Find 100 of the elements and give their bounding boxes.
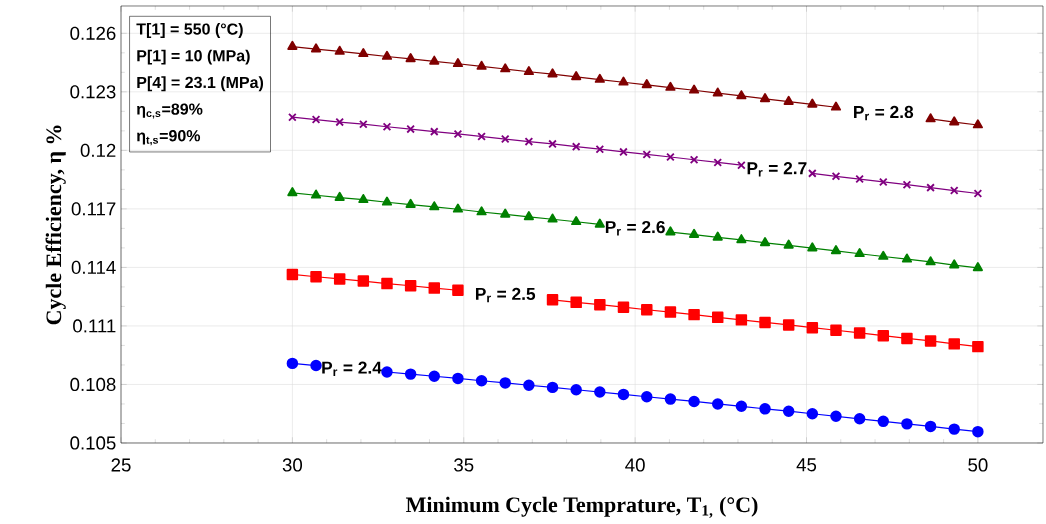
point (404, 280, 417, 292)
point (665, 81, 676, 91)
point (689, 155, 699, 165)
annotation: P[4] = 23.1 (MPa) (137, 76, 264, 92)
point (925, 256, 936, 266)
point (452, 58, 464, 68)
point (381, 366, 393, 378)
point (830, 324, 842, 336)
point (712, 87, 723, 97)
point (901, 332, 913, 345)
point (925, 113, 936, 123)
point (831, 171, 841, 181)
point (902, 180, 912, 190)
point (642, 150, 652, 159)
point (854, 248, 865, 258)
point (713, 158, 723, 167)
point (711, 311, 724, 324)
point (948, 423, 960, 435)
point (570, 383, 582, 396)
point (475, 375, 488, 387)
point (830, 101, 842, 111)
series-label: P$_{r}$ = 2.4 (322, 361, 382, 377)
point (855, 174, 864, 184)
point (358, 48, 369, 58)
point (972, 425, 984, 438)
point (334, 45, 345, 55)
point (664, 393, 677, 405)
point (594, 73, 605, 83)
point (452, 203, 464, 213)
point (547, 213, 558, 223)
point (381, 196, 393, 206)
point (759, 93, 771, 103)
point (759, 237, 771, 247)
point (972, 119, 983, 129)
point (404, 368, 417, 380)
point (666, 152, 675, 162)
point (759, 316, 771, 329)
point (571, 216, 582, 226)
point (901, 418, 913, 430)
annotation: η$_{c,s}$=89% (137, 103, 203, 119)
point (949, 186, 959, 195)
point (617, 301, 630, 313)
point (429, 201, 440, 211)
point (476, 60, 487, 70)
point (453, 129, 463, 139)
point (735, 314, 748, 326)
point (830, 245, 842, 255)
y-tick-label: 0.123 (70, 85, 116, 99)
series-label: P$_{r}$ = 2.6 (605, 220, 665, 236)
point (688, 308, 700, 321)
point (310, 43, 322, 53)
x-tick-label: 30 (282, 458, 303, 472)
point (972, 262, 983, 272)
x-tick-label: 50 (968, 458, 988, 472)
point (359, 119, 368, 129)
series-label: P$_{r}$ = 2.8 (854, 105, 914, 121)
point (901, 253, 913, 263)
point (949, 259, 960, 269)
x-tick-label: 35 (454, 458, 474, 472)
point (429, 127, 439, 136)
y-tick-label: 0.126 (70, 26, 116, 40)
point (783, 239, 794, 249)
point (335, 117, 345, 127)
point (618, 76, 629, 86)
point (500, 63, 511, 73)
point (782, 319, 795, 331)
point (523, 66, 534, 76)
series-label: P$_{r}$ = 2.7 (747, 162, 807, 177)
point (853, 413, 866, 425)
point (405, 53, 416, 63)
point (310, 271, 322, 283)
point (736, 90, 747, 100)
point (476, 206, 487, 216)
y-tick-label: 0.114 (71, 260, 116, 275)
point (310, 359, 322, 372)
point (499, 377, 511, 389)
point (452, 372, 464, 385)
point (358, 193, 369, 204)
point (286, 268, 299, 281)
point (665, 226, 676, 236)
point (381, 50, 393, 60)
point (924, 420, 937, 433)
point (877, 329, 890, 342)
point (641, 304, 653, 316)
point (949, 116, 960, 126)
point (924, 335, 937, 347)
x-tick-label: 25 (111, 458, 131, 472)
point (594, 298, 606, 311)
point (737, 160, 746, 170)
point (664, 306, 677, 318)
annotation: P[1] = 10 (MPa) (137, 49, 250, 65)
point (926, 183, 935, 192)
point (310, 189, 322, 199)
point (641, 391, 653, 403)
y-tick-label: 0.108 (70, 377, 116, 392)
point (382, 122, 392, 132)
point (853, 327, 866, 339)
point (500, 134, 510, 144)
point (878, 177, 888, 187)
point (405, 198, 416, 208)
